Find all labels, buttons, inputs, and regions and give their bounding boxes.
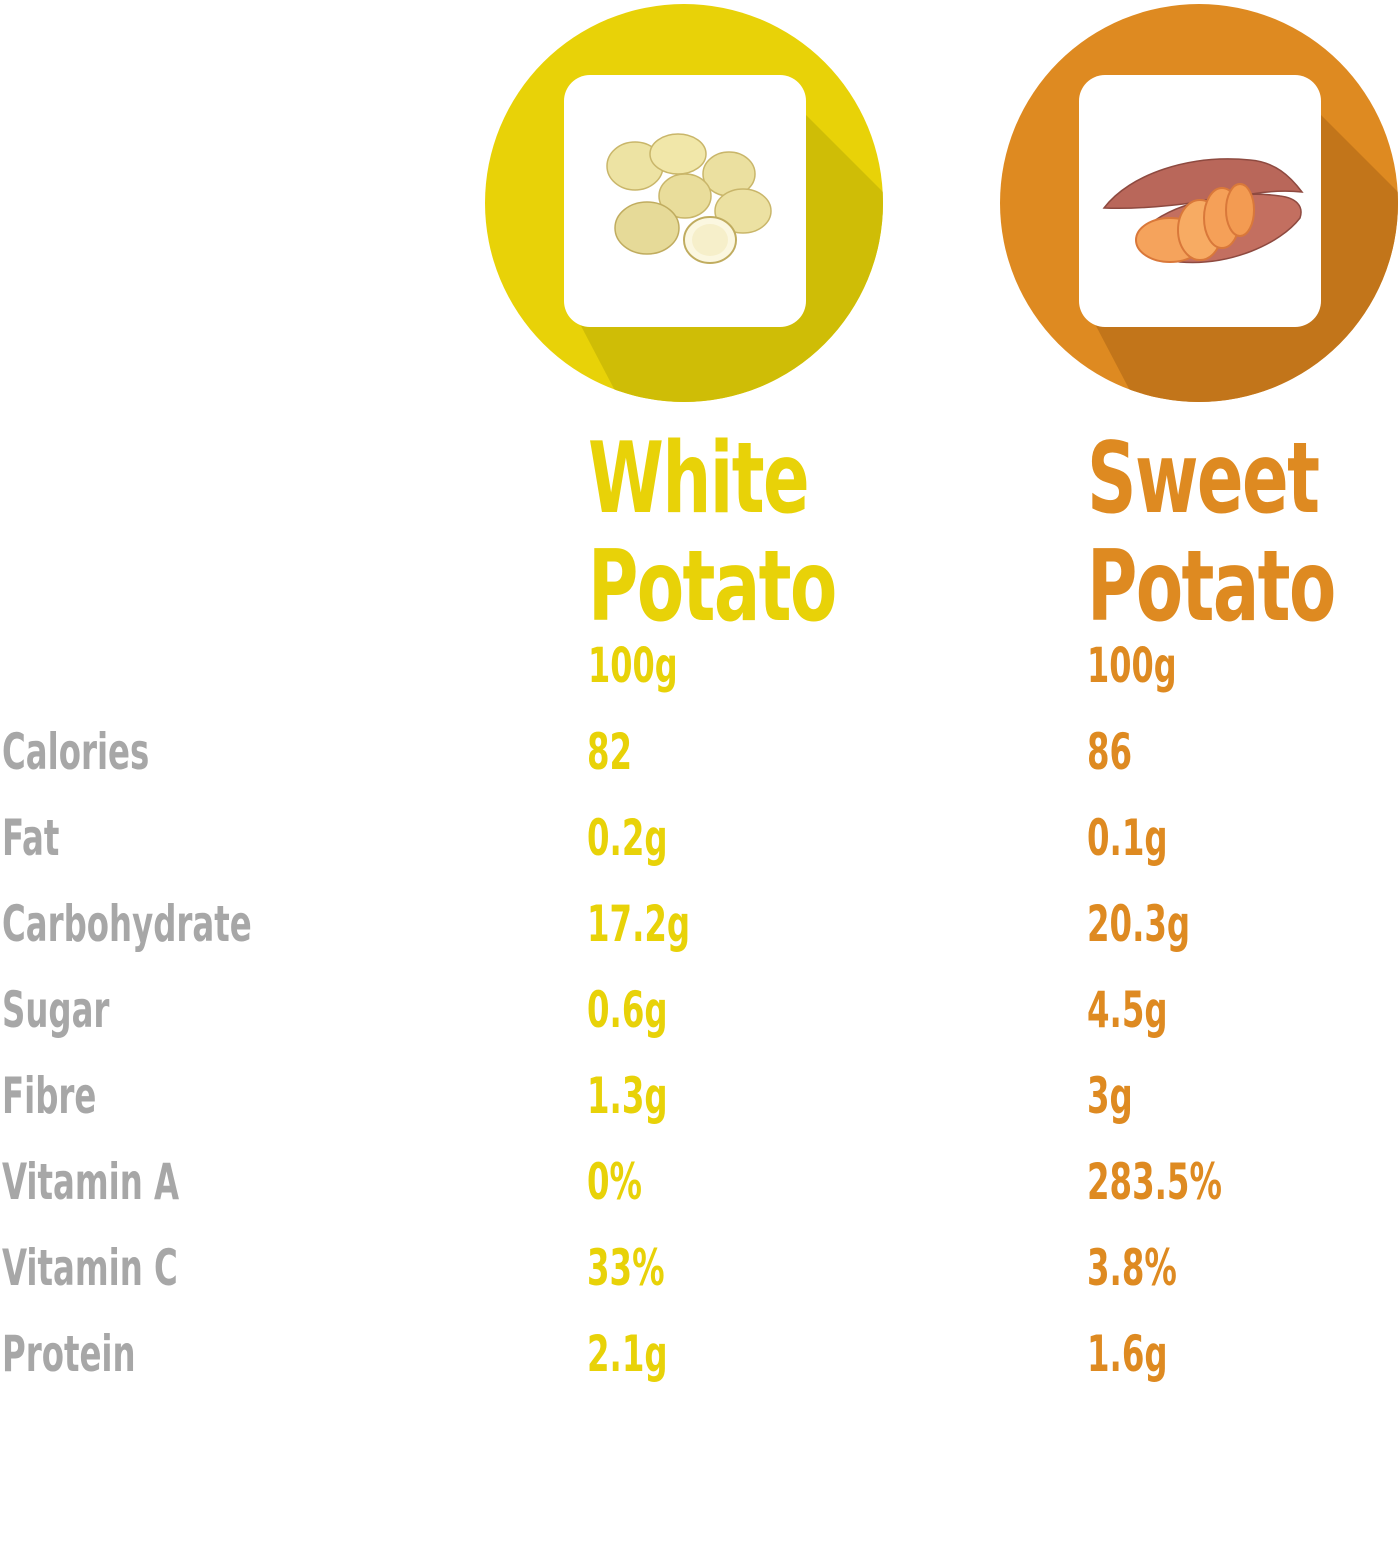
nutrient-row-sugar: Sugar 0.6g 4.5g (0, 982, 1400, 1042)
nutrient-row-fibre: Fibre 1.3g 3g (0, 1068, 1400, 1128)
sweet-potato-value: 4.5g (1087, 981, 1168, 1039)
sweet-potato-value: 0.1g (1087, 809, 1168, 867)
white-potato-value: 0.2g (587, 809, 668, 867)
sweet-potato-serving: 100g (1087, 638, 1177, 694)
nutrient-label: Vitamin C (2, 1239, 178, 1297)
sweet-potato-value: 1.6g (1087, 1325, 1168, 1383)
white-potato-value: 82 (587, 723, 633, 781)
nutrient-row-vitamin-a: Vitamin A 0% 283.5% (0, 1154, 1400, 1214)
white-potato-value: 17.2g (587, 895, 691, 953)
white-potato-title: White Potato (588, 422, 837, 644)
nutrient-row-vitamin-c: Vitamin C 33% 3.8% (0, 1240, 1400, 1300)
nutrient-label: Protein (2, 1325, 136, 1383)
nutrient-row-calories: Calories 82 86 (0, 724, 1400, 784)
white-potato-value: 33% (587, 1239, 665, 1297)
nutrient-row-fat: Fat 0.2g 0.1g (0, 810, 1400, 870)
nutrient-label: Vitamin A (2, 1153, 180, 1211)
white-potatoes-icon (606, 133, 772, 264)
sweet-potato-value: 283.5% (1087, 1153, 1222, 1211)
sweet-potato-title: Sweet Potato (1087, 422, 1336, 644)
sweet-potato-value: 20.3g (1087, 895, 1191, 953)
sweet-potato-value: 3.8% (1087, 1239, 1177, 1297)
sweet-potato-icon (1102, 158, 1304, 264)
white-potato-value: 0% (587, 1153, 642, 1211)
nutrient-label: Fibre (2, 1067, 97, 1125)
white-potato-value: 2.1g (587, 1325, 668, 1383)
nutrient-row-protein: Protein 2.1g 1.6g (0, 1326, 1400, 1386)
nutrient-row-carbohydrate: Carbohydrate 17.2g 20.3g (0, 896, 1400, 956)
white-potato-value: 0.6g (587, 981, 668, 1039)
nutrient-label: Fat (2, 809, 60, 867)
sweet-potato-badge (1000, 4, 1398, 402)
nutrient-label: Carbohydrate (2, 895, 252, 953)
nutrient-label: Sugar (2, 981, 110, 1039)
sweet-potato-value: 86 (1087, 723, 1133, 781)
white-potato-value: 1.3g (587, 1067, 668, 1125)
white-potato-badge (485, 4, 883, 402)
white-potato-serving: 100g (588, 638, 678, 694)
nutrient-label: Calories (2, 723, 150, 781)
sweet-potato-value: 3g (1087, 1067, 1133, 1125)
